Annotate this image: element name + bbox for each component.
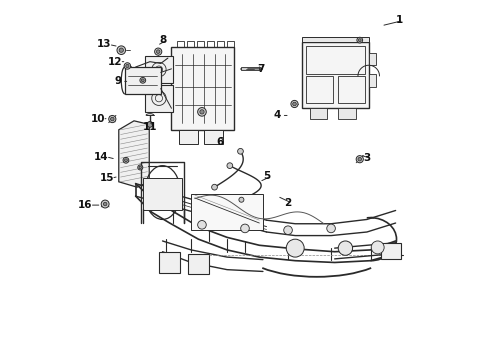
Circle shape: [200, 110, 204, 114]
Text: 16: 16: [78, 200, 93, 210]
Circle shape: [124, 63, 131, 69]
Bar: [381, 243, 401, 259]
Bar: [207, 41, 214, 47]
Bar: [368, 74, 376, 87]
Circle shape: [156, 50, 160, 53]
Bar: [145, 56, 173, 83]
Bar: [368, 53, 376, 65]
Bar: [338, 108, 356, 119]
Text: 1: 1: [395, 15, 403, 26]
Bar: [338, 76, 365, 103]
Circle shape: [356, 156, 364, 163]
Circle shape: [291, 100, 298, 108]
Text: 15: 15: [99, 173, 114, 183]
Circle shape: [147, 122, 153, 127]
Circle shape: [123, 157, 129, 163]
Text: 6: 6: [216, 138, 223, 147]
Bar: [159, 252, 180, 273]
Circle shape: [126, 64, 129, 68]
Text: 3: 3: [363, 153, 370, 163]
Text: 13: 13: [97, 40, 112, 49]
Text: 2: 2: [284, 198, 292, 208]
Circle shape: [239, 197, 244, 202]
Circle shape: [124, 159, 127, 162]
Text: 5: 5: [263, 171, 270, 181]
Circle shape: [371, 241, 384, 254]
Circle shape: [117, 46, 125, 54]
Bar: [125, 67, 161, 94]
Circle shape: [327, 224, 335, 233]
Circle shape: [227, 163, 233, 168]
Circle shape: [141, 79, 144, 82]
Bar: [302, 37, 368, 42]
Circle shape: [109, 116, 116, 123]
Text: 8: 8: [159, 35, 166, 45]
Circle shape: [101, 200, 109, 208]
Bar: [227, 41, 234, 47]
Bar: [310, 108, 327, 119]
Circle shape: [119, 48, 123, 52]
Bar: [143, 178, 182, 211]
Bar: [302, 42, 368, 108]
Bar: [197, 41, 204, 47]
Circle shape: [103, 202, 107, 206]
Bar: [204, 130, 223, 144]
Bar: [217, 41, 224, 47]
Text: 10: 10: [91, 114, 105, 124]
Circle shape: [357, 37, 363, 43]
Bar: [145, 85, 173, 112]
Circle shape: [338, 241, 353, 255]
Circle shape: [138, 165, 143, 170]
Circle shape: [238, 148, 244, 154]
Circle shape: [358, 157, 362, 161]
Bar: [242, 67, 259, 70]
Circle shape: [284, 226, 293, 234]
Circle shape: [111, 117, 114, 121]
Bar: [187, 41, 194, 47]
Bar: [306, 45, 365, 74]
Text: 11: 11: [143, 122, 157, 132]
Polygon shape: [119, 121, 149, 187]
Circle shape: [241, 224, 249, 233]
Bar: [179, 130, 198, 144]
Text: 7: 7: [257, 64, 265, 74]
Circle shape: [358, 39, 361, 41]
Bar: [188, 254, 209, 274]
Circle shape: [197, 108, 206, 116]
Text: 14: 14: [94, 152, 109, 162]
Circle shape: [139, 166, 142, 169]
Circle shape: [155, 48, 162, 55]
Circle shape: [197, 221, 206, 229]
Bar: [191, 194, 263, 230]
Text: 4: 4: [273, 111, 281, 121]
Circle shape: [140, 77, 146, 83]
Bar: [172, 47, 234, 130]
Text: 9: 9: [114, 76, 121, 86]
Text: 12: 12: [108, 57, 122, 67]
Bar: [306, 76, 333, 103]
Circle shape: [286, 239, 304, 257]
Bar: [177, 41, 184, 47]
Circle shape: [293, 102, 296, 106]
Circle shape: [212, 184, 218, 190]
